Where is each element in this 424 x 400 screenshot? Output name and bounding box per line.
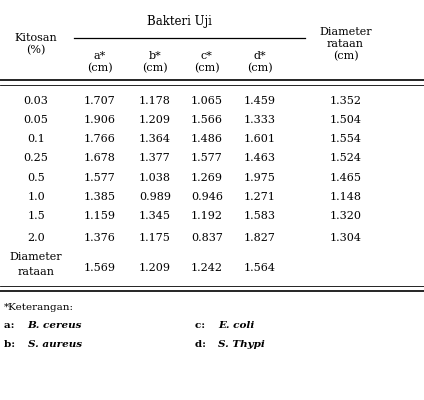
Text: 1.175: 1.175 [139, 233, 171, 243]
Text: 1.385: 1.385 [84, 192, 116, 202]
Text: 1.0: 1.0 [27, 192, 45, 202]
Text: 0.5: 0.5 [27, 172, 45, 182]
Text: 1.192: 1.192 [191, 211, 223, 221]
Text: 0.03: 0.03 [24, 96, 48, 106]
Text: 1.5: 1.5 [27, 211, 45, 221]
Text: 1.376: 1.376 [84, 233, 116, 243]
Text: rataan: rataan [17, 267, 55, 277]
Text: 1.065: 1.065 [191, 96, 223, 106]
Text: 1.463: 1.463 [243, 153, 276, 163]
Text: 1.345: 1.345 [139, 211, 171, 221]
Text: 1.766: 1.766 [84, 134, 116, 144]
Text: 1.504: 1.504 [329, 115, 362, 125]
Text: 1.178: 1.178 [139, 96, 171, 106]
Text: a*
(cm): a* (cm) [87, 51, 112, 73]
Text: 1.304: 1.304 [329, 233, 362, 243]
Text: Diameter
rataan
(cm): Diameter rataan (cm) [319, 27, 372, 61]
Text: 1.465: 1.465 [329, 172, 362, 182]
Text: 1.377: 1.377 [139, 153, 170, 163]
Text: 1.554: 1.554 [329, 134, 362, 144]
Text: 1.352: 1.352 [329, 96, 362, 106]
Text: 1.583: 1.583 [243, 211, 276, 221]
Text: 2.0: 2.0 [27, 233, 45, 243]
Text: 1.364: 1.364 [139, 134, 171, 144]
Text: Kitosan
(%): Kitosan (%) [15, 33, 57, 55]
Text: *Keterangan:: *Keterangan: [4, 304, 74, 312]
Text: 1.333: 1.333 [243, 115, 276, 125]
Text: 1.827: 1.827 [243, 233, 276, 243]
Text: S. Thypi: S. Thypi [218, 340, 265, 349]
Text: c*
(cm): c* (cm) [194, 51, 220, 73]
Text: 1.486: 1.486 [191, 134, 223, 144]
Text: 1.269: 1.269 [191, 172, 223, 182]
Text: 1.975: 1.975 [243, 172, 276, 182]
Text: 1.906: 1.906 [84, 115, 116, 125]
Text: 1.524: 1.524 [329, 153, 362, 163]
Text: 1.038: 1.038 [139, 172, 171, 182]
Text: E. coli: E. coli [218, 322, 255, 330]
Text: c:: c: [195, 322, 209, 330]
Text: 1.271: 1.271 [243, 192, 276, 202]
Text: 0.05: 0.05 [24, 115, 48, 125]
Text: 1.209: 1.209 [139, 263, 171, 273]
Text: 1.242: 1.242 [191, 263, 223, 273]
Text: 0.1: 0.1 [27, 134, 45, 144]
Text: d*
(cm): d* (cm) [247, 51, 272, 73]
Text: 1.577: 1.577 [84, 172, 115, 182]
Text: 1.707: 1.707 [84, 96, 115, 106]
Text: 1.320: 1.320 [329, 211, 362, 221]
Text: B. cereus: B. cereus [28, 322, 82, 330]
Text: 1.569: 1.569 [84, 263, 116, 273]
Text: 1.577: 1.577 [191, 153, 223, 163]
Text: 0.25: 0.25 [24, 153, 48, 163]
Text: 0.946: 0.946 [191, 192, 223, 202]
Text: 1.159: 1.159 [84, 211, 116, 221]
Text: 1.459: 1.459 [243, 96, 276, 106]
Text: 1.564: 1.564 [243, 263, 276, 273]
Text: Diameter: Diameter [10, 252, 62, 262]
Text: 1.148: 1.148 [329, 192, 362, 202]
Text: 1.566: 1.566 [191, 115, 223, 125]
Text: a:: a: [4, 322, 18, 330]
Text: 1.678: 1.678 [84, 153, 116, 163]
Text: 1.209: 1.209 [139, 115, 171, 125]
Text: d:: d: [195, 340, 209, 349]
Text: 0.989: 0.989 [139, 192, 171, 202]
Text: Bakteri Uji: Bakteri Uji [147, 16, 212, 28]
Text: 0.837: 0.837 [191, 233, 223, 243]
Text: b:: b: [4, 340, 19, 349]
Text: b*
(cm): b* (cm) [142, 51, 167, 73]
Text: S. aureus: S. aureus [28, 340, 82, 349]
Text: 1.601: 1.601 [243, 134, 276, 144]
